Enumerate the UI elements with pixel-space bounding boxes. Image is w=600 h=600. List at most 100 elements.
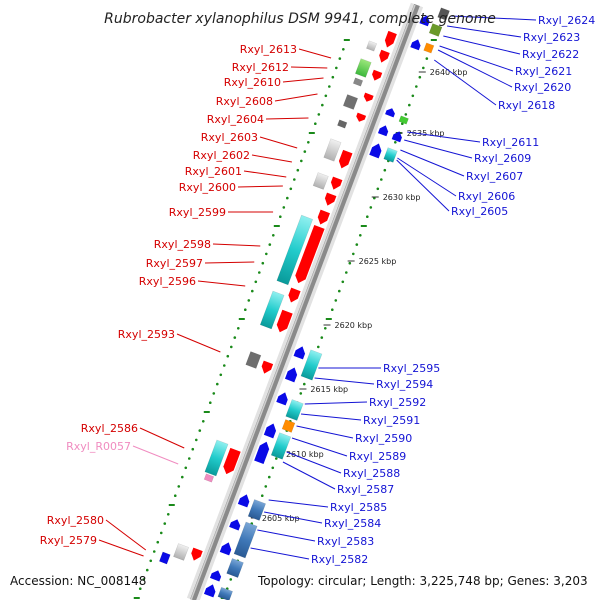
gene-block	[423, 42, 435, 54]
gene-feature	[330, 176, 343, 190]
gene-label: Rxyl_2609	[474, 152, 531, 165]
gene-label: Rxyl_2599	[169, 206, 226, 219]
gene-feature	[259, 290, 285, 330]
accession-text: Accession: NC_008148	[10, 574, 147, 588]
gene-feature	[428, 23, 443, 37]
gene-label: Rxyl_2598	[154, 238, 211, 251]
label-leader	[291, 437, 348, 457]
tick-dot	[159, 531, 163, 535]
gene-label: Rxyl_2587	[337, 483, 394, 496]
label-leader	[197, 280, 246, 287]
gene-feature	[352, 77, 364, 87]
gene-feature	[419, 15, 430, 27]
tick-dot	[321, 103, 324, 107]
tick-dot	[369, 206, 373, 209]
tick-dot	[376, 187, 380, 191]
gene-label: Rxyl_2612	[232, 61, 289, 74]
gene-label: Rxyl_2604	[207, 113, 264, 126]
gene-arrow	[330, 176, 343, 190]
tick-dot	[257, 271, 261, 274]
gene-feature	[229, 519, 241, 531]
tick-dot	[425, 57, 429, 60]
gene-block	[312, 172, 329, 190]
tick-dot	[299, 392, 303, 395]
tick-dot	[233, 336, 237, 339]
label-leader	[251, 154, 292, 163]
gene-arrow	[254, 441, 270, 465]
tick-dot	[282, 206, 286, 209]
gene-arrow	[191, 547, 203, 561]
ruler-label: 2605 kbp	[262, 514, 300, 523]
label-leader	[204, 261, 255, 264]
gene-label: Rxyl_2622	[522, 48, 579, 61]
tick-dot	[271, 234, 275, 237]
gene-glyphs	[158, 7, 450, 600]
gene-arrow	[203, 584, 216, 598]
label-leader	[300, 413, 362, 421]
tick-dot	[316, 345, 320, 349]
tick-dot	[215, 382, 219, 386]
gene-feature	[173, 543, 190, 561]
tick-dot	[226, 354, 230, 358]
tick-dot	[296, 168, 300, 172]
gene-feature	[377, 125, 389, 137]
gene-feature	[437, 7, 450, 21]
gene-label: Rxyl_2608	[216, 95, 273, 108]
tick-dot	[145, 568, 149, 572]
gene-block	[259, 290, 285, 330]
label-leader	[404, 139, 473, 159]
gene-arrow	[410, 39, 421, 51]
gene-block	[217, 586, 233, 600]
gene-feature	[312, 172, 329, 190]
label-leader	[98, 539, 144, 557]
tick-dot	[229, 578, 233, 581]
gene-block	[226, 558, 244, 578]
tick-dot	[177, 485, 181, 488]
gene-label: Rxyl_2618	[498, 99, 555, 112]
tick-dot	[254, 280, 258, 284]
gene-block	[398, 115, 409, 125]
gene-feature	[383, 147, 398, 163]
tick-dot	[149, 559, 153, 563]
gene-label: Rxyl_2579	[40, 534, 97, 547]
right-gene-labels: Rxyl_2624 Rxyl_2623 Rxyl_2622 Rxyl_2621 Rxyl…	[250, 14, 595, 566]
gene-label: Rxyl_2620	[514, 81, 571, 94]
gene-arrow	[295, 224, 325, 284]
label-leader	[447, 25, 522, 38]
gene-arrow	[219, 542, 232, 556]
gene-block	[342, 94, 359, 110]
kbp-ruler: 2640 kbp 2635 kbp 2630 kbp 2625 kbp 2620 kbp…	[250, 68, 468, 523]
gene-feature	[338, 149, 353, 169]
tick-dot	[300, 159, 303, 163]
gene-feature	[158, 551, 171, 565]
label-leader	[433, 59, 497, 106]
gene-feature	[288, 287, 301, 303]
gene-feature	[204, 439, 229, 477]
tick-dot	[222, 364, 226, 367]
tick-dot	[279, 215, 282, 218]
tick-dot	[344, 271, 348, 274]
gene-label: Rxyl_2613	[240, 43, 297, 56]
tick-dot	[198, 429, 202, 432]
tick-dot	[243, 308, 247, 312]
tick-dot	[383, 168, 387, 172]
gene-feature	[398, 115, 409, 125]
gene-feature	[356, 112, 367, 122]
gene-feature	[363, 92, 374, 102]
gene-feature	[226, 558, 244, 578]
gene-arrow	[263, 423, 277, 439]
tick-dot	[341, 280, 345, 284]
tick-dot	[163, 522, 167, 525]
label-leader	[314, 377, 375, 385]
tick-dot	[334, 299, 338, 302]
ruler-label: 2640 kbp	[430, 68, 468, 77]
label-leader	[397, 157, 457, 197]
tick-dot	[236, 327, 240, 330]
gene-feature	[276, 392, 288, 406]
gene-arrow	[391, 131, 402, 143]
gene-arrow	[209, 570, 222, 582]
gene-label: Rxyl_2611	[482, 136, 539, 149]
gene-feature	[317, 209, 330, 225]
gene-feature	[203, 473, 215, 483]
